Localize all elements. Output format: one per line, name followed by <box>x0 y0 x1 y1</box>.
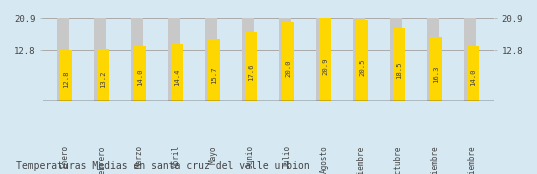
Bar <box>245 31 257 101</box>
Text: Mayo: Mayo <box>208 145 217 164</box>
Text: 14.0: 14.0 <box>137 69 143 86</box>
Text: Diciembre: Diciembre <box>467 145 476 174</box>
Bar <box>282 22 294 101</box>
Text: 12.8: 12.8 <box>63 71 69 88</box>
Bar <box>427 18 439 101</box>
Bar <box>168 18 180 101</box>
Text: Abril: Abril <box>171 145 180 168</box>
Text: 14.0: 14.0 <box>470 69 476 86</box>
Bar <box>316 18 328 101</box>
Text: Julio: Julio <box>282 145 292 168</box>
Text: 20.0: 20.0 <box>285 59 291 77</box>
Bar <box>134 46 146 101</box>
Text: Enero: Enero <box>61 145 70 168</box>
Text: 17.6: 17.6 <box>248 63 254 81</box>
Bar <box>131 18 143 101</box>
Text: Temperaturas Medias en santa cruz del valle urbion: Temperaturas Medias en santa cruz del va… <box>16 161 310 171</box>
Text: 16.3: 16.3 <box>433 65 439 83</box>
Bar <box>242 18 253 101</box>
Text: 18.5: 18.5 <box>396 62 402 79</box>
Text: 20.9: 20.9 <box>322 58 328 75</box>
Bar <box>467 46 479 101</box>
Bar <box>205 18 217 101</box>
Text: Noviembre: Noviembre <box>430 145 439 174</box>
Bar <box>353 18 365 101</box>
Bar <box>94 18 106 101</box>
Text: Junio: Junio <box>245 145 255 168</box>
Bar <box>393 28 405 101</box>
Text: Febrero: Febrero <box>98 145 107 174</box>
Text: 13.2: 13.2 <box>100 70 106 88</box>
Text: Marzo: Marzo <box>135 145 143 168</box>
Bar <box>464 18 476 101</box>
Bar <box>279 18 291 101</box>
Text: 20.5: 20.5 <box>359 58 365 76</box>
Bar <box>208 39 220 101</box>
Bar <box>57 18 69 101</box>
Text: Octubre: Octubre <box>394 145 402 174</box>
Text: Agosto: Agosto <box>320 145 329 173</box>
Bar <box>319 18 331 101</box>
Bar <box>60 50 72 101</box>
Bar <box>97 49 109 101</box>
Text: Septiembre: Septiembre <box>357 145 366 174</box>
Text: 14.4: 14.4 <box>174 68 180 86</box>
Bar <box>356 20 368 101</box>
Bar <box>390 18 402 101</box>
Text: 15.7: 15.7 <box>211 66 217 84</box>
Bar <box>430 37 442 101</box>
Bar <box>171 44 183 101</box>
